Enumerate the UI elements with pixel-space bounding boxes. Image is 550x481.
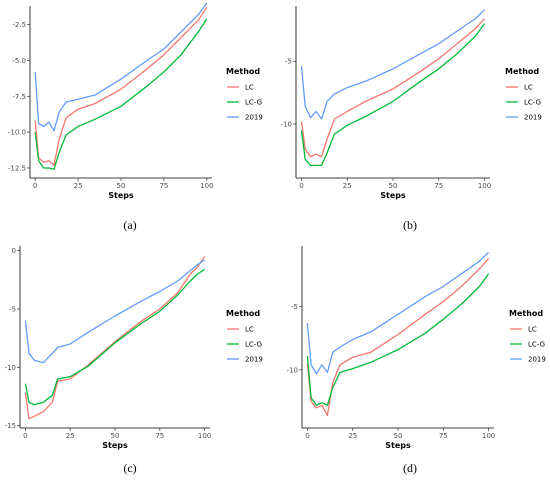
- x-tick-label: 100: [478, 182, 491, 190]
- x-tick-label: 25: [74, 182, 83, 190]
- x-tick-label: 75: [434, 182, 443, 190]
- x-tick-label: 0: [33, 182, 37, 190]
- legend-label-2019: 2019: [524, 114, 542, 122]
- legend: Method LC LC-G 2019: [509, 309, 546, 364]
- x-tick-label: 75: [159, 182, 168, 190]
- series-line-lc-g: [306, 273, 490, 406]
- x-tick-label: 0: [23, 432, 27, 440]
- legend-label-lc: LC: [245, 84, 254, 92]
- x-tick-label: 25: [66, 432, 75, 440]
- x-tick-label: 75: [155, 432, 164, 440]
- series-line-2019: [34, 2, 208, 132]
- panel-d: 0 25 50 75 100 -10 -5 Steps Method LC LC-G 2019 (d): [287, 246, 546, 475]
- y-tick-label: -5.0: [12, 57, 26, 65]
- y-tick-label: -5: [291, 303, 298, 311]
- y-tick-label: -12.5: [8, 164, 26, 172]
- panel-a: 0 25 50 75 100 -12.5 -10.0 -7.5 -5.0 -2.5 Steps Met…: [8, 2, 263, 232]
- x-axis-label: Steps: [108, 191, 134, 200]
- legend: Method LC LC-G 2019: [226, 309, 263, 364]
- legend-label-2019: 2019: [245, 356, 263, 364]
- x-axis-label: Steps: [102, 441, 128, 450]
- x-tick-label: 100: [200, 182, 213, 190]
- y-tick-label: -7.5: [12, 93, 26, 101]
- x-tick-label: 50: [117, 182, 126, 190]
- legend-label-lc-g: LC-G: [524, 99, 541, 107]
- y-tick-label: -5: [285, 58, 292, 66]
- y-tick-label: -15: [5, 422, 16, 430]
- y-tick-label: -10.0: [8, 129, 26, 137]
- y-tick-label: -10: [281, 121, 292, 129]
- x-tick-label: 50: [111, 432, 120, 440]
- legend-label-lc-g: LC-G: [528, 341, 545, 349]
- series-line-lc: [306, 258, 490, 417]
- series-line-lc: [34, 7, 208, 166]
- series-line-lc: [300, 18, 485, 158]
- legend: Method LC LC-G 2019: [226, 67, 263, 122]
- series-line-2019: [300, 9, 485, 120]
- y-tick-label: -5: [9, 306, 16, 314]
- x-tick-label: 100: [198, 432, 211, 440]
- x-tick-label: 75: [439, 432, 448, 440]
- legend-label-2019: 2019: [245, 114, 263, 122]
- x-tick-label: 25: [348, 432, 357, 440]
- series-line-lc-g: [300, 23, 486, 167]
- x-axis-label: Steps: [380, 191, 406, 200]
- y-tick-label: 0: [12, 247, 16, 255]
- panel-caption: (b): [403, 218, 417, 232]
- x-tick-label: 0: [299, 182, 303, 190]
- x-tick-label: 50: [394, 432, 403, 440]
- x-tick-label: 100: [482, 432, 495, 440]
- legend-title: Method: [509, 309, 543, 318]
- legend-title: Method: [505, 67, 539, 76]
- legend-label-2019: 2019: [528, 356, 546, 364]
- series-line-lc: [24, 256, 206, 420]
- legend: Method LC LC-G 2019: [505, 67, 542, 122]
- x-tick-label: 50: [389, 182, 398, 190]
- legend-label-lc-g: LC-G: [245, 341, 262, 349]
- y-tick-label: -2.5: [12, 21, 26, 29]
- y-tick-label: -10: [287, 366, 298, 374]
- legend-label-lc: LC: [245, 326, 254, 334]
- series-line-lc-g: [34, 18, 208, 171]
- x-tick-label: 25: [343, 182, 352, 190]
- legend-label-lc: LC: [528, 326, 537, 334]
- panel-caption: (c): [123, 461, 136, 475]
- series-line-2019: [24, 259, 205, 364]
- y-tick-label: -10: [5, 364, 16, 372]
- x-axis-label: Steps: [385, 441, 411, 450]
- legend-label-lc-g: LC-G: [245, 99, 262, 107]
- legend-label-lc: LC: [524, 84, 533, 92]
- x-tick-label: 0: [305, 432, 309, 440]
- panel-caption: (d): [403, 461, 417, 475]
- legend-title: Method: [226, 67, 260, 76]
- panel-c: 0 25 50 75 100 -15 -10 -5 0 Steps Method LC LC-G 2019…: [5, 246, 263, 475]
- series-line-2019: [306, 251, 490, 375]
- legend-title: Method: [226, 309, 260, 318]
- panel-b: 0 25 50 75 100 -10 -5 Steps Method LC LC-G 2019 (b): [281, 6, 542, 232]
- panel-caption: (a): [123, 218, 136, 232]
- series-line-lc-g: [24, 268, 205, 406]
